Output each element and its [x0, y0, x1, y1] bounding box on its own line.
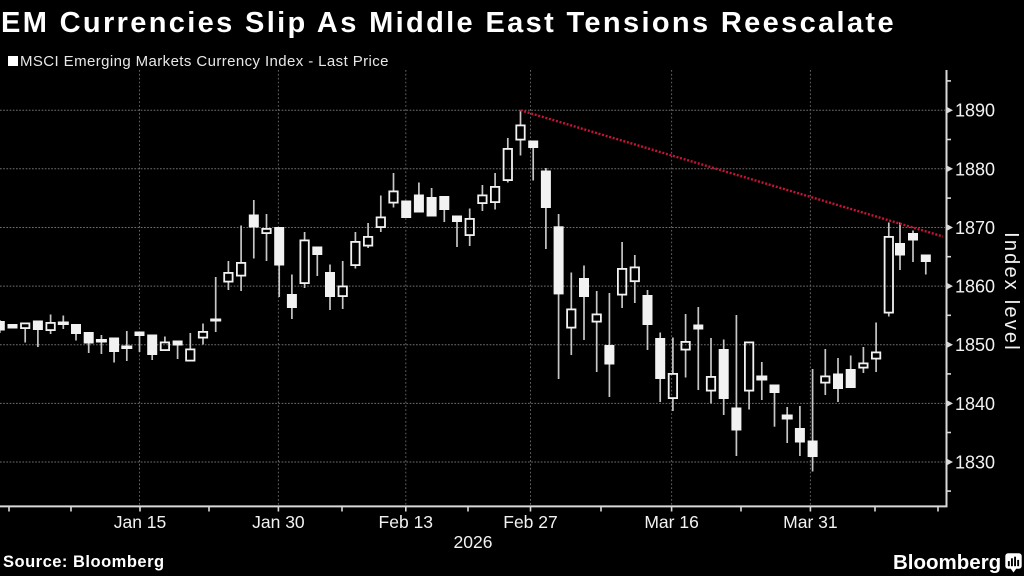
svg-text:Feb 27: Feb 27	[503, 512, 557, 532]
svg-text:1880: 1880	[955, 159, 995, 179]
svg-text:Index level: Index level	[1000, 232, 1022, 352]
svg-text:Mar 31: Mar 31	[783, 512, 837, 532]
svg-text:Jan 15: Jan 15	[114, 512, 167, 532]
svg-text:1850: 1850	[955, 335, 995, 355]
svg-text:1840: 1840	[955, 394, 995, 414]
svg-text:Feb 13: Feb 13	[379, 512, 433, 532]
svg-text:Jan 30: Jan 30	[252, 512, 305, 532]
svg-text:1870: 1870	[955, 218, 995, 238]
svg-text:1830: 1830	[955, 453, 995, 473]
svg-text:2026: 2026	[454, 532, 493, 552]
svg-text:1890: 1890	[955, 101, 995, 121]
svg-text:Mar 16: Mar 16	[644, 512, 698, 532]
svg-text:1860: 1860	[955, 277, 995, 297]
